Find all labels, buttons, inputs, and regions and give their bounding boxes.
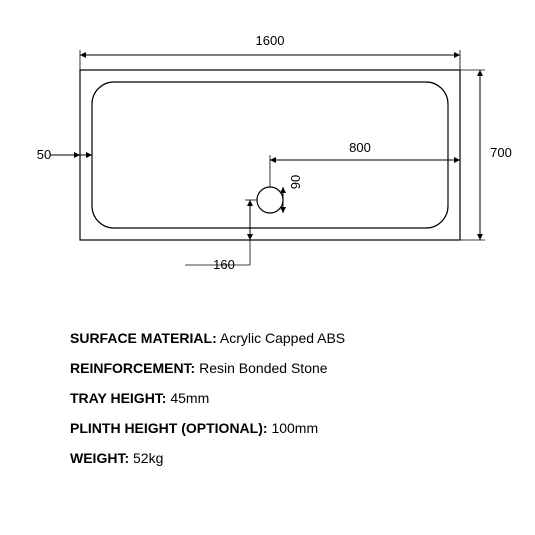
spec-label: TRAY HEIGHT: [70, 390, 166, 406]
spec-label: WEIGHT: [70, 450, 129, 466]
dim-drain-dia: 90 [288, 172, 303, 192]
spec-value: 52kg [133, 450, 163, 466]
dim-drain-bottom: 160 [209, 257, 239, 272]
spec-row: TRAY HEIGHT: 45mm [70, 390, 465, 406]
spec-label: PLINTH HEIGHT (OPTIONAL): [70, 420, 268, 436]
technical-diagram: 1600 700 50 800 90 160 [20, 20, 515, 300]
spec-row: SURFACE MATERIAL: Acrylic Capped ABS [70, 330, 465, 346]
dim-drain-right: 800 [345, 140, 375, 155]
spec-value: Acrylic Capped ABS [220, 330, 345, 346]
spec-row: PLINTH HEIGHT (OPTIONAL): 100mm [70, 420, 465, 436]
spec-value: 45mm [170, 390, 209, 406]
spec-label: REINFORCEMENT: [70, 360, 195, 376]
spec-row: REINFORCEMENT: Resin Bonded Stone [70, 360, 465, 376]
dim-overall-height: 700 [486, 145, 516, 160]
spec-value: Resin Bonded Stone [199, 360, 327, 376]
tray-svg [20, 20, 515, 300]
spec-value: 100mm [271, 420, 318, 436]
specifications: SURFACE MATERIAL: Acrylic Capped ABS REI… [70, 330, 465, 480]
dim-edge-offset: 50 [34, 147, 54, 162]
spec-row: WEIGHT: 52kg [70, 450, 465, 466]
dim-overall-width: 1600 [250, 33, 290, 48]
spec-label: SURFACE MATERIAL: [70, 330, 217, 346]
